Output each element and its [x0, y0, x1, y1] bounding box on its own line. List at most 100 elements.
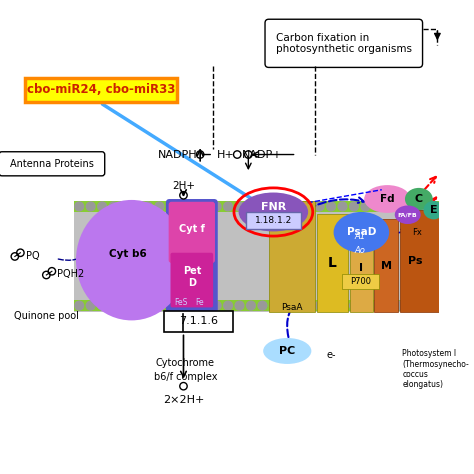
Circle shape [257, 201, 267, 211]
Text: Cyt f: Cyt f [179, 224, 205, 234]
Circle shape [166, 301, 176, 310]
Bar [74, 201, 439, 212]
Circle shape [429, 201, 439, 211]
Bar [317, 214, 348, 312]
Bar [401, 210, 439, 312]
Text: Photosystem I
(Thermosynecho-
coccus
elongatus): Photosystem I (Thermosynecho- coccus elo… [402, 349, 469, 389]
Circle shape [74, 301, 84, 310]
Circle shape [418, 301, 428, 310]
Circle shape [349, 201, 359, 211]
Circle shape [360, 301, 371, 310]
Bar [74, 300, 439, 311]
Text: cbo-miR24, cbo-miR33: cbo-miR24, cbo-miR33 [27, 83, 175, 96]
Circle shape [360, 201, 371, 211]
Text: Fx: Fx [412, 228, 422, 237]
Circle shape [200, 201, 210, 211]
Circle shape [223, 301, 233, 310]
Circle shape [326, 201, 336, 211]
Text: L: L [328, 256, 337, 270]
Circle shape [246, 201, 256, 211]
Circle shape [131, 201, 142, 211]
FancyBboxPatch shape [246, 212, 301, 228]
Circle shape [86, 301, 96, 310]
Circle shape [166, 201, 176, 211]
Circle shape [97, 201, 107, 211]
Circle shape [315, 201, 325, 211]
Bar [74, 201, 439, 312]
FancyBboxPatch shape [342, 274, 379, 289]
Text: NADPH: NADPH [158, 149, 197, 160]
Text: Ps: Ps [408, 256, 422, 266]
Circle shape [109, 301, 118, 310]
Circle shape [120, 201, 130, 211]
Circle shape [280, 301, 291, 310]
Circle shape [86, 201, 96, 211]
Circle shape [211, 201, 222, 211]
Circle shape [292, 201, 302, 211]
Circle shape [154, 301, 164, 310]
Circle shape [303, 301, 313, 310]
Text: Antenna Proteins: Antenna Proteins [10, 159, 94, 169]
Bar [269, 201, 315, 312]
Text: Pet
D: Pet D [182, 266, 201, 288]
Circle shape [406, 201, 416, 211]
Circle shape [257, 301, 267, 310]
Circle shape [337, 301, 347, 310]
Circle shape [177, 201, 187, 211]
Circle shape [120, 301, 130, 310]
FancyBboxPatch shape [25, 78, 177, 102]
Circle shape [418, 201, 428, 211]
Circle shape [395, 201, 405, 211]
Circle shape [349, 301, 359, 310]
Ellipse shape [364, 185, 410, 213]
Circle shape [315, 301, 325, 310]
Circle shape [177, 301, 187, 310]
Circle shape [383, 301, 393, 310]
Text: PQ: PQ [26, 252, 39, 262]
Text: H+: H+ [217, 149, 235, 160]
Text: A1: A1 [354, 232, 365, 241]
Circle shape [303, 201, 313, 211]
Circle shape [372, 201, 382, 211]
Circle shape [97, 301, 107, 310]
Ellipse shape [334, 212, 389, 253]
Text: PsaA: PsaA [281, 303, 302, 312]
Text: Quinone pool: Quinone pool [14, 311, 79, 321]
FancyBboxPatch shape [171, 253, 213, 308]
FancyBboxPatch shape [265, 19, 422, 67]
Text: 2H+: 2H+ [172, 181, 195, 191]
Circle shape [395, 301, 405, 310]
Circle shape [143, 201, 153, 211]
Text: M: M [381, 261, 392, 271]
Ellipse shape [263, 338, 311, 364]
Circle shape [280, 201, 291, 211]
Text: 7.1.1.6: 7.1.1.6 [179, 316, 218, 326]
Circle shape [131, 301, 142, 310]
Circle shape [326, 301, 336, 310]
Text: PQH2: PQH2 [57, 269, 85, 279]
Circle shape [143, 301, 153, 310]
Text: Ao: Ao [354, 246, 365, 255]
Circle shape [235, 301, 245, 310]
Text: FA/FB: FA/FB [398, 212, 418, 217]
Circle shape [292, 301, 302, 310]
Circle shape [372, 301, 382, 310]
Ellipse shape [76, 200, 187, 320]
Ellipse shape [395, 206, 421, 224]
Text: P700: P700 [350, 277, 371, 286]
Text: Fd: Fd [380, 194, 395, 204]
Circle shape [235, 201, 245, 211]
Text: Fe: Fe [195, 298, 203, 307]
Text: 1.18.1.2: 1.18.1.2 [255, 216, 292, 225]
Bar [374, 219, 399, 312]
Circle shape [223, 201, 233, 211]
Text: Carbon fixation in
photosynthetic organisms: Carbon fixation in photosynthetic organi… [276, 33, 412, 54]
Text: FNR: FNR [261, 202, 286, 212]
Circle shape [269, 301, 279, 310]
Text: I: I [359, 263, 364, 273]
FancyBboxPatch shape [166, 199, 218, 316]
Ellipse shape [423, 201, 444, 219]
Text: NADP+: NADP+ [242, 149, 283, 160]
Circle shape [406, 301, 416, 310]
FancyBboxPatch shape [169, 202, 215, 263]
